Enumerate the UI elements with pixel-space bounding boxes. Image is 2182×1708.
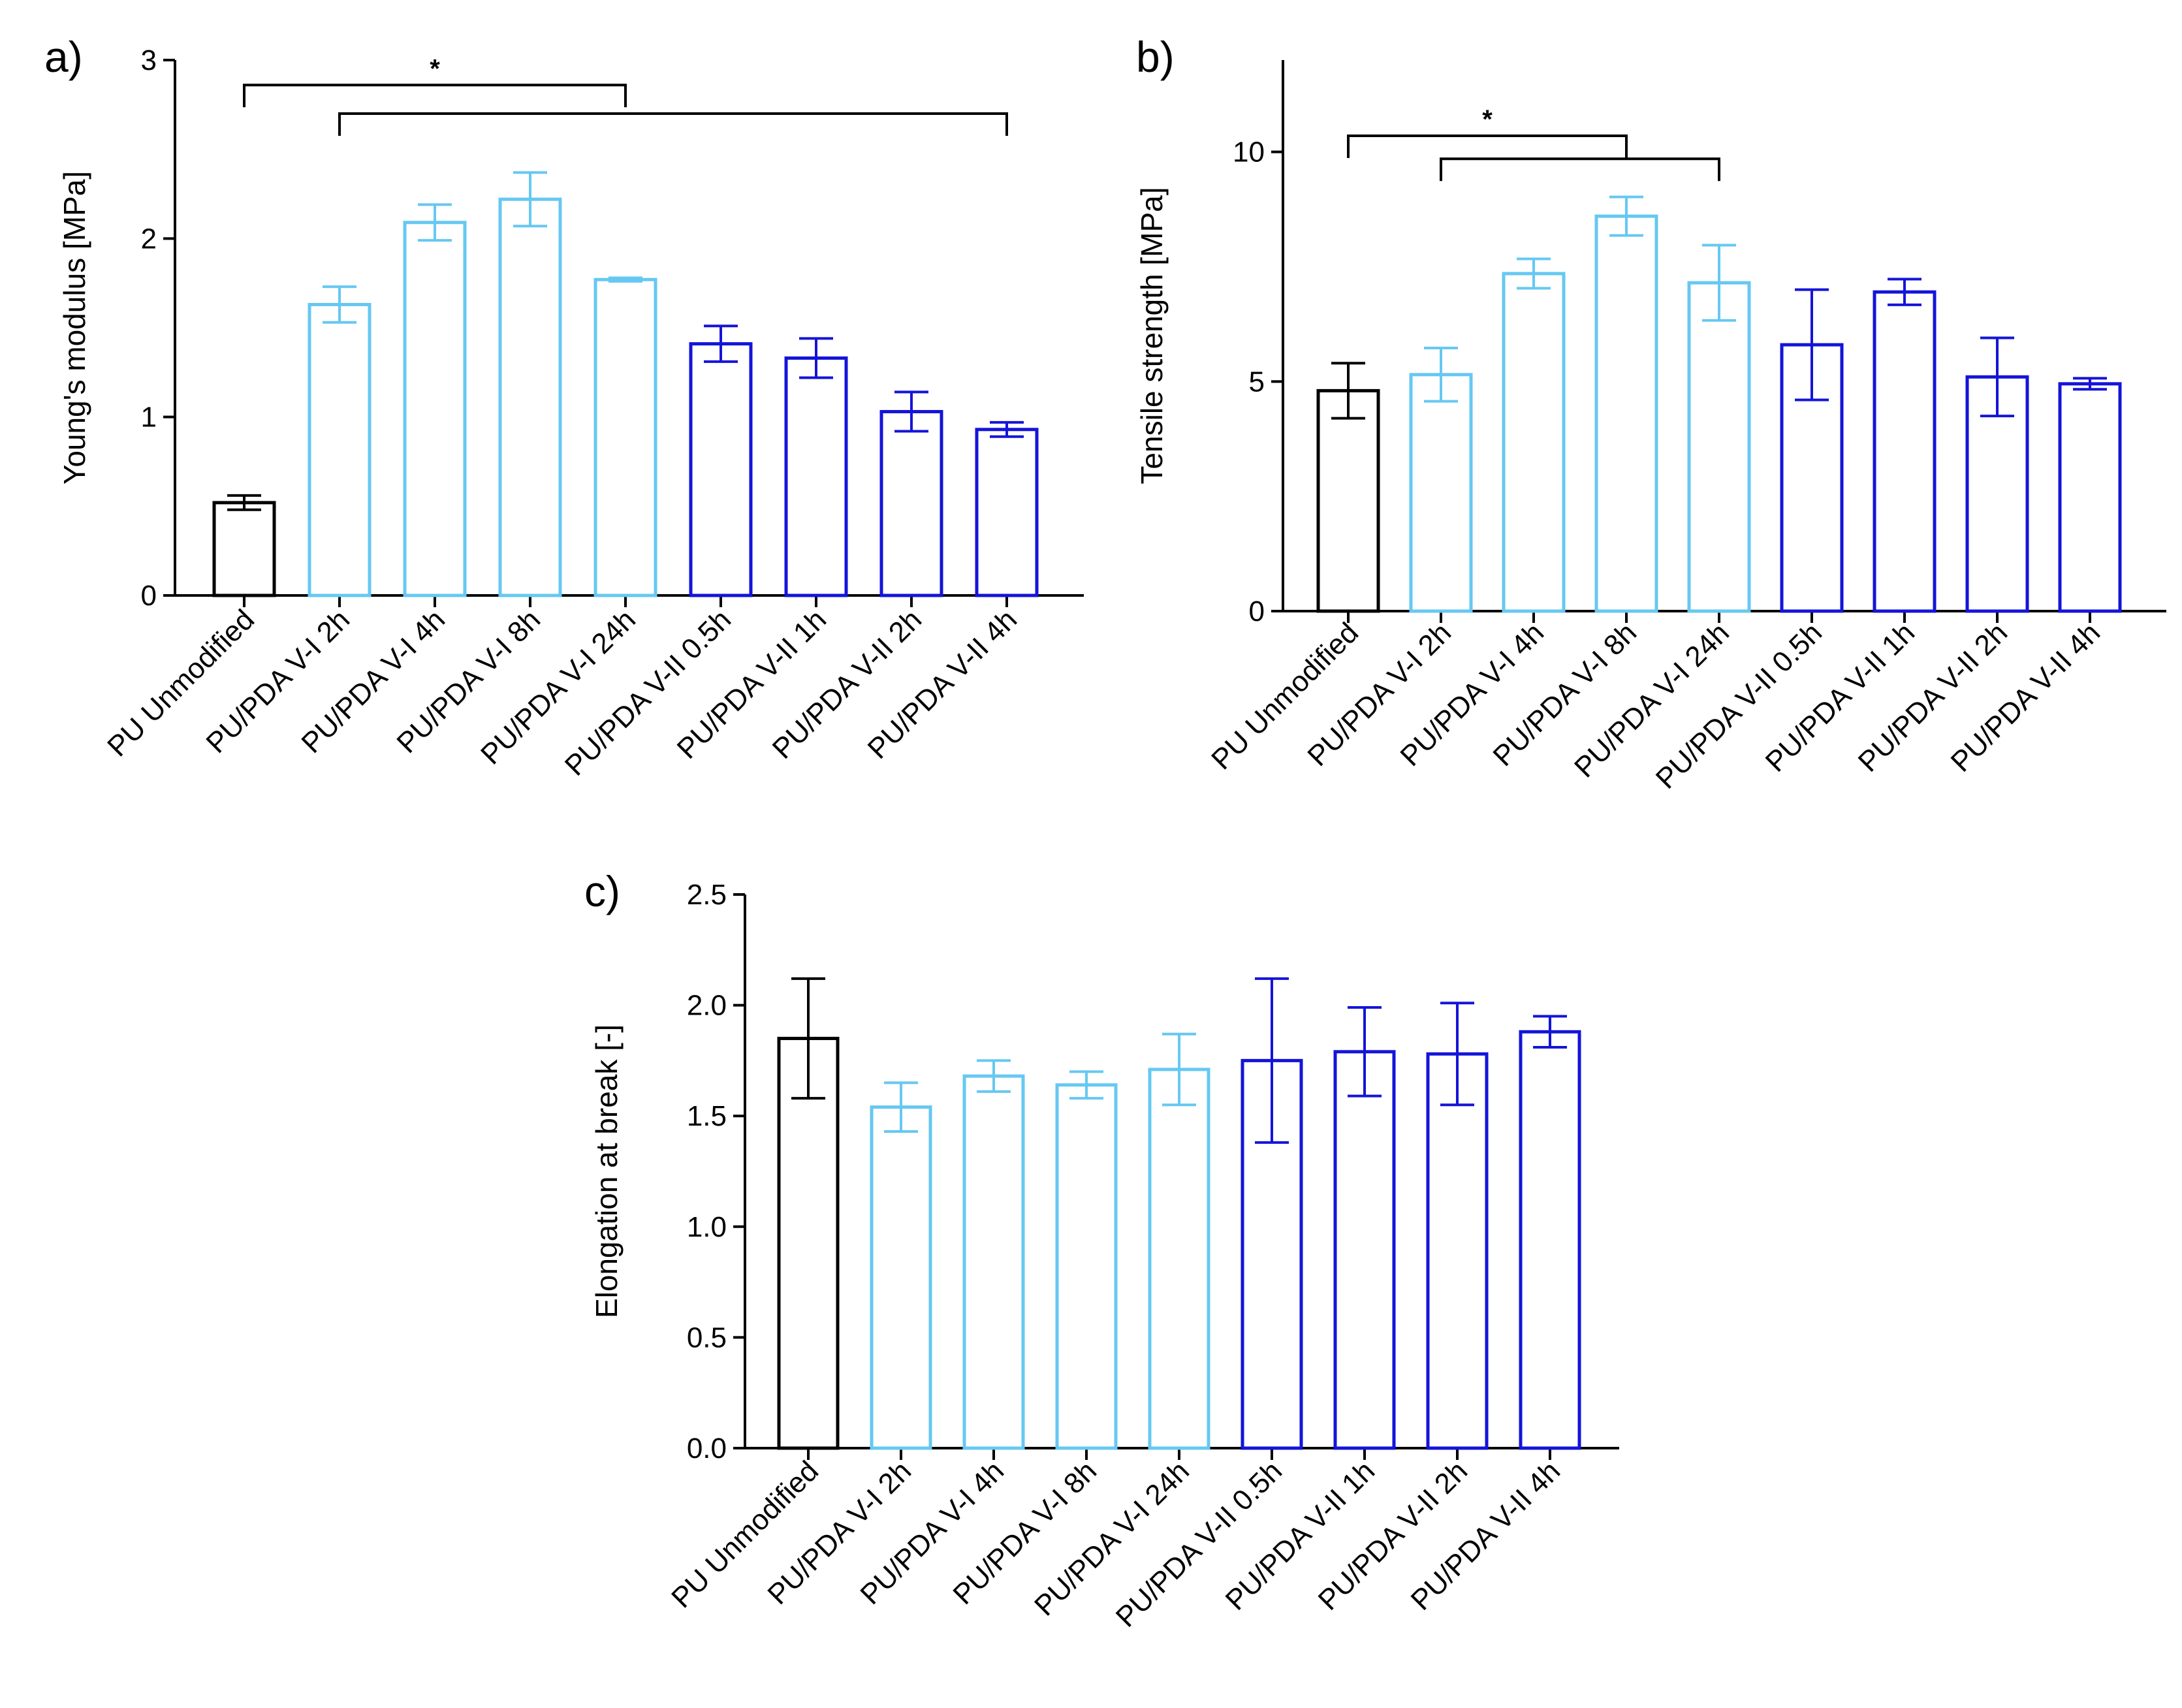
- category-label: PU/PDA V-II 0.5h: [1110, 1455, 1288, 1633]
- bracket-line: [1440, 157, 1720, 182]
- error-bar: [791, 977, 825, 1100]
- error-bar: [609, 276, 642, 283]
- bar: [2058, 382, 2122, 613]
- error-bar: [1702, 244, 1736, 322]
- significance-bracket: *: [1347, 105, 1628, 159]
- category-label: PU/PDA V-II 0.5h: [559, 603, 737, 782]
- bar: [1426, 1052, 1489, 1450]
- error-bar: [1255, 977, 1289, 1144]
- y-tick-label: 0.0: [687, 1432, 727, 1464]
- y-tick-label: 2: [141, 223, 157, 255]
- y-axis-label: Young's modulus [MPa]: [57, 171, 91, 484]
- significance-bracket: *: [243, 54, 627, 108]
- error-bar: [1795, 288, 1829, 402]
- bar: [975, 428, 1039, 597]
- error-bar: [1980, 336, 2014, 418]
- y-tick-label: 2.5: [687, 879, 727, 911]
- error-bar: [1331, 362, 1365, 420]
- y-tick-label: 0: [1249, 595, 1265, 627]
- y-tick-label: 1.0: [687, 1211, 727, 1243]
- y-tick-label: 1: [141, 402, 157, 434]
- category-label: PU/PDA V-II 0.5h: [1650, 616, 1828, 795]
- panel-label: b): [1136, 33, 1175, 81]
- y-axis-label: Tensile strength [MPa]: [1135, 187, 1169, 484]
- error-bar: [1533, 1015, 1567, 1049]
- error-bar: [513, 171, 547, 228]
- y-tick-label: 10: [1233, 136, 1265, 168]
- error-bar: [799, 337, 833, 379]
- error-bar: [1424, 346, 1458, 403]
- y-axis-label: Elongation at break [-]: [590, 1024, 624, 1318]
- bar: [962, 1074, 1025, 1450]
- y-tick-label: 3: [141, 44, 157, 76]
- bar: [1687, 281, 1751, 613]
- bar: [308, 302, 372, 597]
- error-bar: [894, 390, 928, 433]
- error-bar: [704, 324, 738, 363]
- error-bar: [1609, 195, 1643, 237]
- bar: [593, 277, 657, 597]
- y-tick-label: 1.5: [687, 1100, 727, 1132]
- y-tick-label: 5: [1249, 366, 1265, 398]
- panel-label: c): [584, 867, 620, 915]
- bracket-line: [338, 112, 1008, 136]
- error-bar: [1440, 1002, 1474, 1107]
- error-bar: [418, 203, 452, 242]
- category-label: PU/PDA V-I 24h: [1028, 1455, 1195, 1622]
- bracket-line: [243, 84, 627, 108]
- error-bar: [1888, 277, 1921, 306]
- significance-star: *: [1482, 105, 1493, 134]
- bar: [784, 356, 848, 597]
- significance-bracket: [1440, 157, 1720, 182]
- error-bar: [2073, 377, 2107, 391]
- error-bar: [977, 1059, 1011, 1093]
- y-tick-label: 0.5: [687, 1321, 727, 1353]
- bar: [212, 501, 276, 597]
- significance-bracket: [338, 112, 1008, 136]
- error-bar: [1069, 1070, 1103, 1100]
- bar: [870, 1105, 932, 1450]
- bar: [1409, 373, 1473, 613]
- y-tick-label: 0: [141, 580, 157, 612]
- chart-panel-c: c) 0.0 0.5 1.0 1.5 2.0 2.5 Elongation at break …: [584, 867, 1619, 1634]
- error-bar: [227, 494, 261, 511]
- error-bar: [323, 285, 356, 324]
- bar: [1055, 1083, 1118, 1450]
- bar: [689, 342, 753, 597]
- bar: [879, 409, 943, 597]
- y-tick-label: 2.0: [687, 990, 727, 1022]
- bar: [1316, 388, 1380, 613]
- bar: [1148, 1068, 1210, 1450]
- bracket-line: [1347, 134, 1628, 159]
- error-bar: [1348, 1005, 1382, 1098]
- bar: [1502, 272, 1566, 613]
- bar: [498, 197, 562, 597]
- error-bar: [1517, 257, 1551, 290]
- bar: [403, 221, 467, 597]
- bar: [1333, 1050, 1396, 1450]
- bar: [777, 1036, 840, 1450]
- category-label: PU/PDA V-I 24h: [1568, 616, 1735, 783]
- error-bar: [884, 1081, 918, 1133]
- significance-star: *: [430, 54, 440, 83]
- panel-label: a): [44, 33, 83, 81]
- bar: [1519, 1030, 1581, 1450]
- bar: [1873, 290, 1937, 613]
- error-bar: [1162, 1032, 1196, 1107]
- error-bar: [990, 420, 1024, 438]
- bar: [1594, 214, 1658, 613]
